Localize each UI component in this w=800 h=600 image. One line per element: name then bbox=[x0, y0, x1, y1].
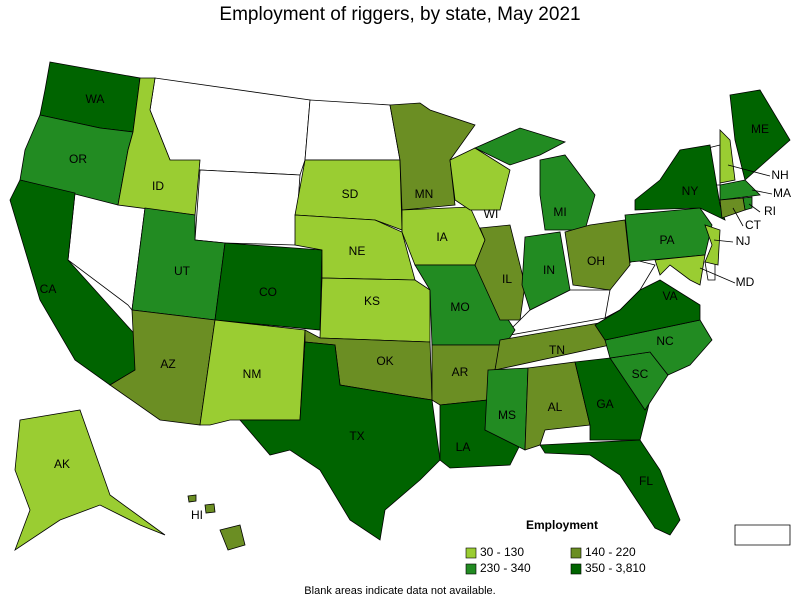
state-label: MN bbox=[415, 187, 434, 201]
leader-line bbox=[727, 164, 771, 177]
legend-swatch bbox=[570, 563, 582, 575]
state-label: MO bbox=[450, 300, 469, 314]
state-label: CO bbox=[259, 285, 277, 299]
legend-label: 30 - 130 bbox=[480, 545, 524, 559]
state-label: WI bbox=[484, 207, 499, 221]
state-shape bbox=[719, 197, 746, 219]
state-label: AK bbox=[54, 457, 70, 471]
legend-label: 140 - 220 bbox=[585, 545, 636, 559]
state-label: MI bbox=[553, 205, 566, 219]
no-data-area bbox=[304, 99, 401, 161]
state-label: FL bbox=[639, 474, 653, 488]
state-label: TN bbox=[549, 343, 565, 357]
state-shape bbox=[117, 77, 201, 216]
state-label: WA bbox=[86, 92, 105, 106]
state-label: MS bbox=[498, 408, 516, 422]
state-shape bbox=[539, 154, 596, 231]
state-label: NJ bbox=[736, 234, 751, 248]
state-label: NM bbox=[243, 367, 262, 381]
state-shape bbox=[729, 89, 791, 181]
state-label: OK bbox=[376, 354, 393, 368]
state-label: ME bbox=[751, 122, 769, 136]
state-label: NE bbox=[349, 244, 366, 258]
state-label: SC bbox=[632, 367, 649, 381]
state-shape bbox=[294, 159, 403, 231]
state-label: OH bbox=[587, 254, 605, 268]
state-shape bbox=[14, 409, 166, 552]
footnote: Blank areas indicate data not available. bbox=[304, 585, 495, 597]
state-label: ID bbox=[152, 179, 164, 193]
state-label: UT bbox=[174, 264, 191, 278]
no-data-area bbox=[734, 524, 791, 546]
state-label: IA bbox=[436, 230, 447, 244]
state-shape bbox=[624, 207, 713, 263]
state-label: CA bbox=[40, 282, 57, 296]
state-label: NH bbox=[771, 168, 788, 182]
state-label: SD bbox=[342, 187, 359, 201]
state-label: NY bbox=[682, 184, 699, 198]
state-shape bbox=[219, 524, 246, 551]
leader-line bbox=[699, 267, 736, 284]
state-shape bbox=[654, 254, 706, 286]
leader-line bbox=[732, 207, 744, 227]
state-shape bbox=[704, 224, 721, 266]
state-label: LA bbox=[456, 440, 471, 454]
state-label: MD bbox=[736, 275, 755, 289]
legend-label: 350 - 3,810 bbox=[585, 561, 646, 575]
state-label: PA bbox=[659, 233, 674, 247]
no-data-states bbox=[67, 77, 791, 546]
state-shape bbox=[604, 319, 713, 376]
leader-line bbox=[713, 239, 734, 243]
state-label: AZ bbox=[160, 357, 175, 371]
state-labels: WA OR CA ID UT AZ CO NM SD NE KS OK TX MN IA MO AR LA WI IL… bbox=[40, 92, 791, 522]
leader-line bbox=[748, 203, 761, 213]
states bbox=[9, 61, 791, 552]
state-label: IL bbox=[502, 272, 512, 286]
state-shape bbox=[239, 341, 441, 541]
state-label: CT bbox=[745, 218, 762, 232]
state-label: AL bbox=[548, 400, 563, 414]
legend-label: 230 - 340 bbox=[480, 561, 531, 575]
state-label: HI bbox=[191, 508, 203, 522]
state-label: OR bbox=[69, 152, 87, 166]
legend-swatch bbox=[465, 563, 477, 575]
state-shape bbox=[634, 144, 726, 221]
state-label: GA bbox=[596, 397, 613, 411]
state-shape bbox=[521, 231, 571, 311]
legend-title: Employment bbox=[526, 518, 598, 532]
state-label: RI bbox=[764, 204, 776, 218]
state-shape bbox=[539, 439, 681, 536]
state-shape bbox=[719, 179, 761, 201]
map-title: Employment of riggers, by state, May 202… bbox=[219, 4, 580, 25]
state-shape bbox=[564, 219, 631, 291]
legend: 30 - 130 140 - 220 230 - 340 350 - 3,810 bbox=[465, 545, 646, 575]
state-label: MA bbox=[773, 186, 791, 200]
state-shape bbox=[474, 224, 526, 321]
legend-swatch bbox=[570, 547, 582, 559]
state-label: IN bbox=[543, 263, 555, 277]
state-shape bbox=[204, 503, 216, 514]
state-label: VA bbox=[662, 289, 677, 303]
state-shape bbox=[719, 129, 736, 184]
state-shape bbox=[474, 127, 567, 166]
state-label: TX bbox=[349, 429, 364, 443]
state-shape bbox=[187, 494, 197, 503]
state-shape bbox=[594, 279, 701, 341]
no-data-area bbox=[194, 169, 301, 246]
legend-swatch bbox=[465, 547, 477, 559]
state-label: AR bbox=[452, 365, 469, 379]
state-label: NC bbox=[656, 334, 674, 348]
leader-line bbox=[751, 189, 773, 195]
state-shape bbox=[319, 277, 431, 343]
state-label: KS bbox=[364, 294, 380, 308]
